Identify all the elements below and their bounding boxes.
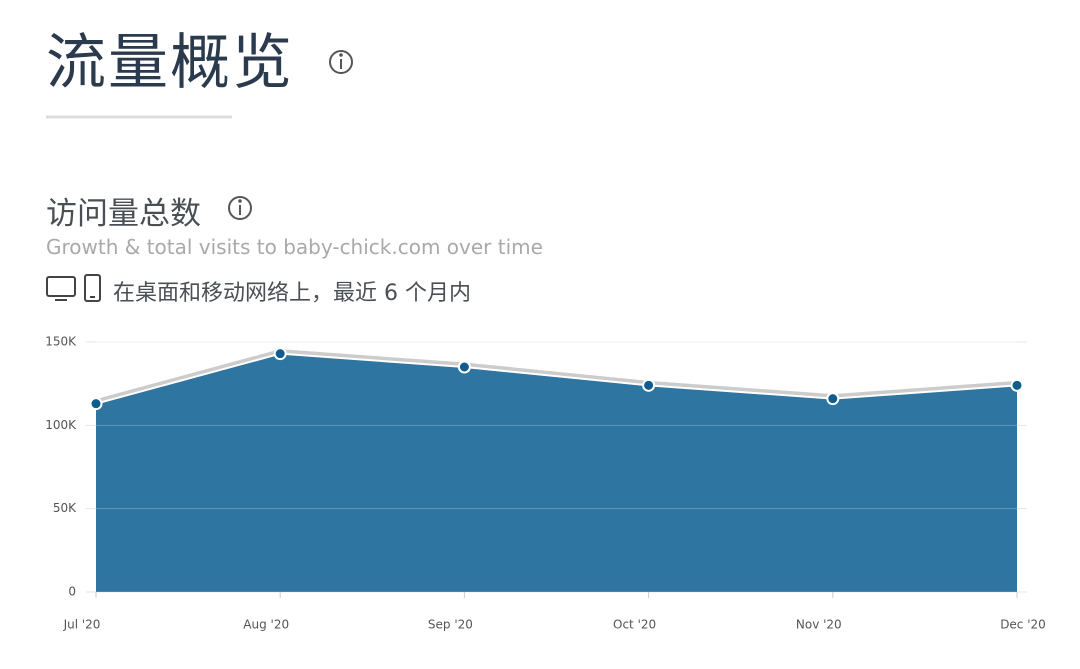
point (1010, 378, 1024, 392)
y-tick-label: 50K (53, 501, 77, 515)
mobile-icon (84, 274, 101, 302)
point (89, 397, 103, 411)
page-title: 流量概览 (46, 28, 294, 98)
line (95, 352, 1018, 405)
point (642, 378, 656, 392)
info-icon[interactable] (329, 50, 353, 74)
x-tick-label: Jul '20 (63, 618, 101, 632)
point (457, 360, 471, 374)
section-description: Growth & total visits to baby-chick.com … (46, 235, 543, 259)
point (273, 347, 287, 361)
y-tick-label: 100K (45, 418, 77, 432)
info-icon[interactable] (228, 196, 252, 220)
x-tick-label: Dec '20 (1000, 618, 1046, 632)
x-tick-label: Nov '20 (796, 618, 842, 632)
section-title: 访问量总数 (46, 196, 201, 232)
x-tick-label: Aug '20 (243, 618, 289, 632)
x-tick-label: Oct '20 (613, 618, 656, 632)
line-shadow (95, 349, 1018, 405)
desktop-icon (46, 276, 76, 301)
area (96, 353, 1017, 592)
y-tick-label: 0 (68, 585, 76, 599)
x-tick-label: Sep '20 (428, 618, 473, 632)
y-tick-label: 150K (45, 335, 77, 349)
point (826, 392, 840, 406)
scope-label: 在桌面和移动网络上，最近 6 个月内 (113, 281, 471, 306)
